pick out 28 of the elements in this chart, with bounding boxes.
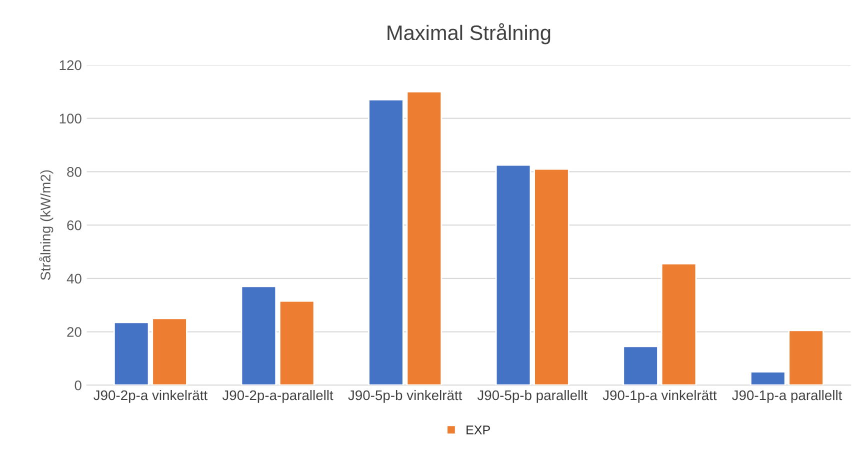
y-axis-title: Strålning (kW/m2) <box>39 170 54 280</box>
y-tick-label: 100 <box>60 114 82 124</box>
y-tick-label: 20 <box>67 327 82 337</box>
bar <box>660 263 697 386</box>
bar <box>622 346 658 386</box>
x-tick-label: J90-1p-a vinkelrätt <box>602 390 717 403</box>
x-tick-label: J90-2p-a-parallellt <box>222 390 334 403</box>
x-tick-label: J90-5p-b vinkelrätt <box>348 390 462 403</box>
bar <box>152 318 188 386</box>
legend-label: EXP <box>466 426 490 434</box>
bar <box>534 168 570 386</box>
bar <box>278 300 315 386</box>
bar <box>788 330 824 386</box>
x-tick-label: J90-2p-a vinkelrätt <box>94 390 208 403</box>
bar <box>406 90 442 386</box>
bar <box>368 98 404 386</box>
y-tick-label: 120 <box>60 60 82 70</box>
y-tick-label: 0 <box>74 380 82 390</box>
x-tick-label: J90-1p-a parallellt <box>732 390 842 403</box>
bar <box>750 371 786 386</box>
y-tick-label: 80 <box>67 167 82 177</box>
y-tick-label: 40 <box>66 274 82 284</box>
bar <box>113 322 150 386</box>
x-tick-label: J90-5p-b parallellt <box>477 390 588 403</box>
chart-title: Maximal Strålning <box>388 23 550 44</box>
bar <box>495 164 532 386</box>
bar <box>240 286 277 386</box>
y-tick-label: 60 <box>67 220 82 230</box>
